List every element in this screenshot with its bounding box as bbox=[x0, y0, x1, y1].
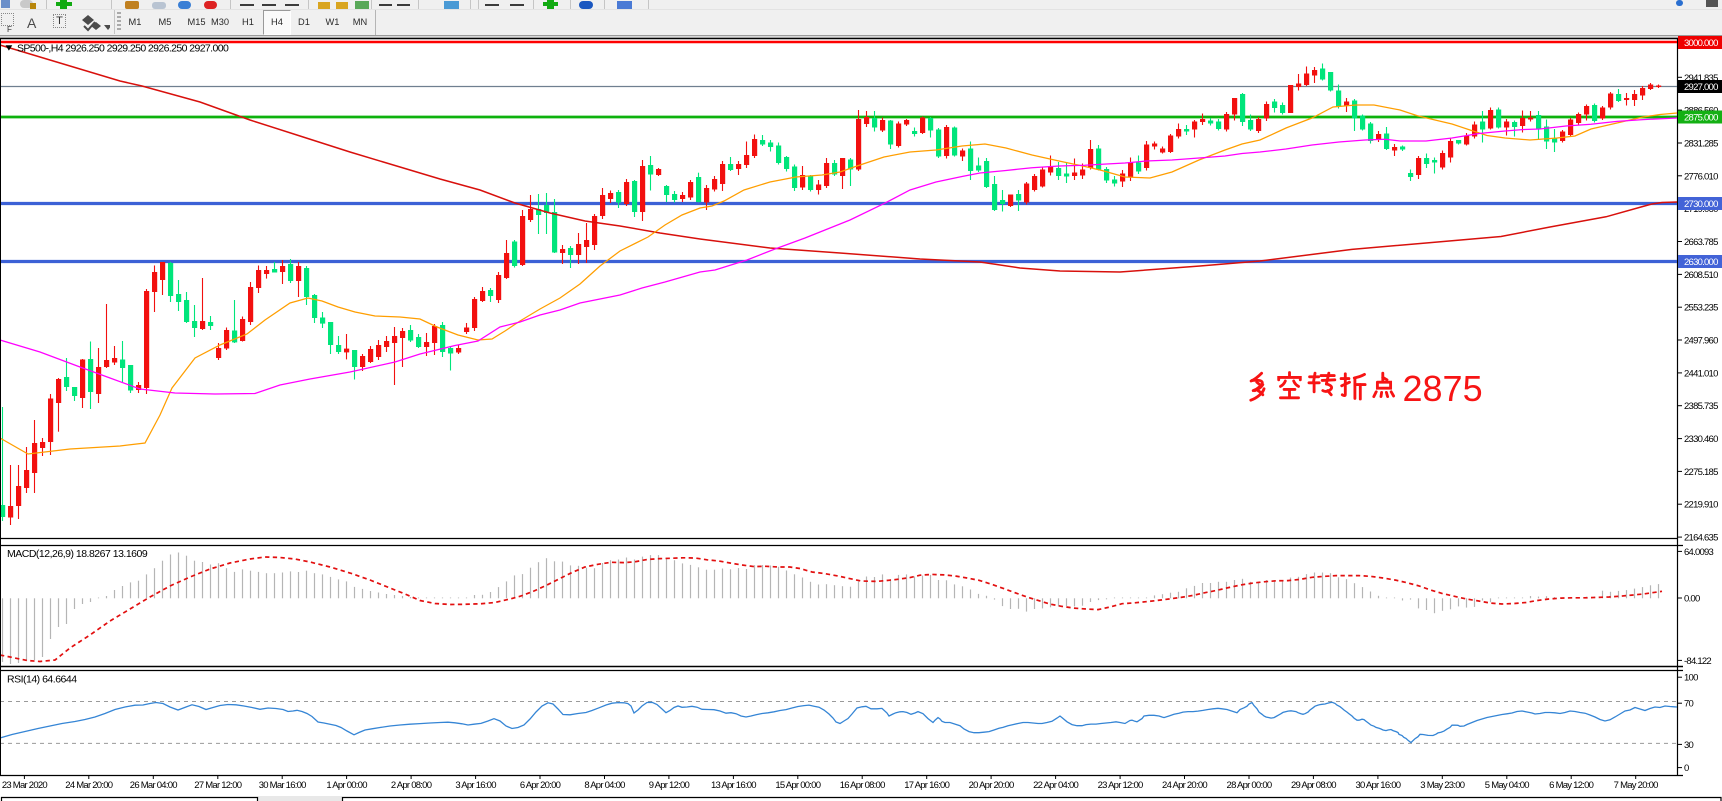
svg-text:8 Apr 04:00: 8 Apr 04:00 bbox=[584, 780, 625, 791]
svg-text:2875: 2875 bbox=[1403, 368, 1483, 409]
svg-text:2875.000: 2875.000 bbox=[1684, 113, 1718, 124]
svg-text:23 Apr 12:00: 23 Apr 12:00 bbox=[1098, 780, 1143, 791]
svg-text:2630.000: 2630.000 bbox=[1684, 257, 1718, 268]
svg-text:-84.122: -84.122 bbox=[1684, 656, 1711, 667]
svg-text:30: 30 bbox=[1684, 740, 1694, 751]
svg-text:30 Mar 16:00: 30 Mar 16:00 bbox=[259, 780, 306, 791]
svg-text:0.00: 0.00 bbox=[1684, 594, 1700, 605]
svg-text:2164.635: 2164.635 bbox=[1684, 533, 1718, 544]
svg-text:29 Apr 08:00: 29 Apr 08:00 bbox=[1291, 780, 1336, 791]
svg-text:6 May 12:00: 6 May 12:00 bbox=[1549, 780, 1593, 791]
svg-text:1 Apr 00:00: 1 Apr 00:00 bbox=[326, 780, 367, 791]
svg-text:100: 100 bbox=[1684, 673, 1698, 684]
svg-text:6 Apr 20:00: 6 Apr 20:00 bbox=[520, 780, 561, 791]
svg-text:2927.000: 2927.000 bbox=[1684, 82, 1718, 93]
svg-text:7 May 20:00: 7 May 20:00 bbox=[1614, 780, 1658, 791]
svg-text:24 Apr 20:00: 24 Apr 20:00 bbox=[1162, 780, 1207, 791]
svg-text:3 Apr 16:00: 3 Apr 16:00 bbox=[455, 780, 496, 791]
svg-text:30 Apr 16:00: 30 Apr 16:00 bbox=[1355, 780, 1400, 791]
svg-text:64.0093: 64.0093 bbox=[1684, 547, 1714, 558]
svg-text:0: 0 bbox=[1684, 763, 1689, 774]
svg-text:2 Apr 08:00: 2 Apr 08:00 bbox=[391, 780, 432, 791]
svg-text:23 Mar 2020: 23 Mar 2020 bbox=[2, 780, 48, 791]
svg-text:13 Apr 16:00: 13 Apr 16:00 bbox=[711, 780, 756, 791]
svg-text:2553.235: 2553.235 bbox=[1684, 303, 1718, 314]
svg-text:SP500-,H4 2926.250 2929.250 2: SP500-,H4 2926.250 2929.250 2926.250 292… bbox=[17, 43, 229, 55]
svg-text:17 Apr 16:00: 17 Apr 16:00 bbox=[904, 780, 949, 791]
svg-text:27 Mar 12:00: 27 Mar 12:00 bbox=[194, 780, 241, 791]
svg-text:2385.735: 2385.735 bbox=[1684, 401, 1718, 412]
svg-text:2608.510: 2608.510 bbox=[1684, 270, 1718, 281]
svg-text:RSI(14) 64.6644: RSI(14) 64.6644 bbox=[7, 674, 77, 686]
svg-text:24 Mar 20:00: 24 Mar 20:00 bbox=[65, 780, 112, 791]
svg-text:70: 70 bbox=[1684, 699, 1694, 710]
svg-text:2730.000: 2730.000 bbox=[1684, 199, 1718, 210]
svg-text:3 May 23:00: 3 May 23:00 bbox=[1420, 780, 1464, 791]
svg-text:2663.785: 2663.785 bbox=[1684, 237, 1718, 248]
svg-text:20 Apr 20:00: 20 Apr 20:00 bbox=[969, 780, 1014, 791]
svg-text:9 Apr 12:00: 9 Apr 12:00 bbox=[649, 780, 690, 791]
svg-text:5 May 04:00: 5 May 04:00 bbox=[1485, 780, 1529, 791]
svg-text:15 Apr 00:00: 15 Apr 00:00 bbox=[775, 780, 820, 791]
svg-text:2330.460: 2330.460 bbox=[1684, 434, 1718, 445]
svg-text:2497.960: 2497.960 bbox=[1684, 336, 1718, 347]
svg-text:26 Mar 04:00: 26 Mar 04:00 bbox=[130, 780, 177, 791]
svg-text:16 Apr 08:00: 16 Apr 08:00 bbox=[840, 780, 885, 791]
svg-text:22 Apr 04:00: 22 Apr 04:00 bbox=[1033, 780, 1078, 791]
svg-text:2441.010: 2441.010 bbox=[1684, 368, 1718, 379]
svg-text:3000.000: 3000.000 bbox=[1684, 38, 1718, 49]
svg-text:MACD(12,26,9) 18.8267 13.1609: MACD(12,26,9) 18.8267 13.1609 bbox=[7, 548, 148, 560]
svg-text:2275.185: 2275.185 bbox=[1684, 467, 1718, 478]
svg-text:2831.285: 2831.285 bbox=[1684, 139, 1718, 150]
svg-text:2941.835: 2941.835 bbox=[1684, 73, 1718, 84]
svg-text:2776.010: 2776.010 bbox=[1684, 171, 1718, 182]
svg-text:28 Apr 00:00: 28 Apr 00:00 bbox=[1227, 780, 1272, 791]
svg-text:2219.910: 2219.910 bbox=[1684, 500, 1718, 511]
